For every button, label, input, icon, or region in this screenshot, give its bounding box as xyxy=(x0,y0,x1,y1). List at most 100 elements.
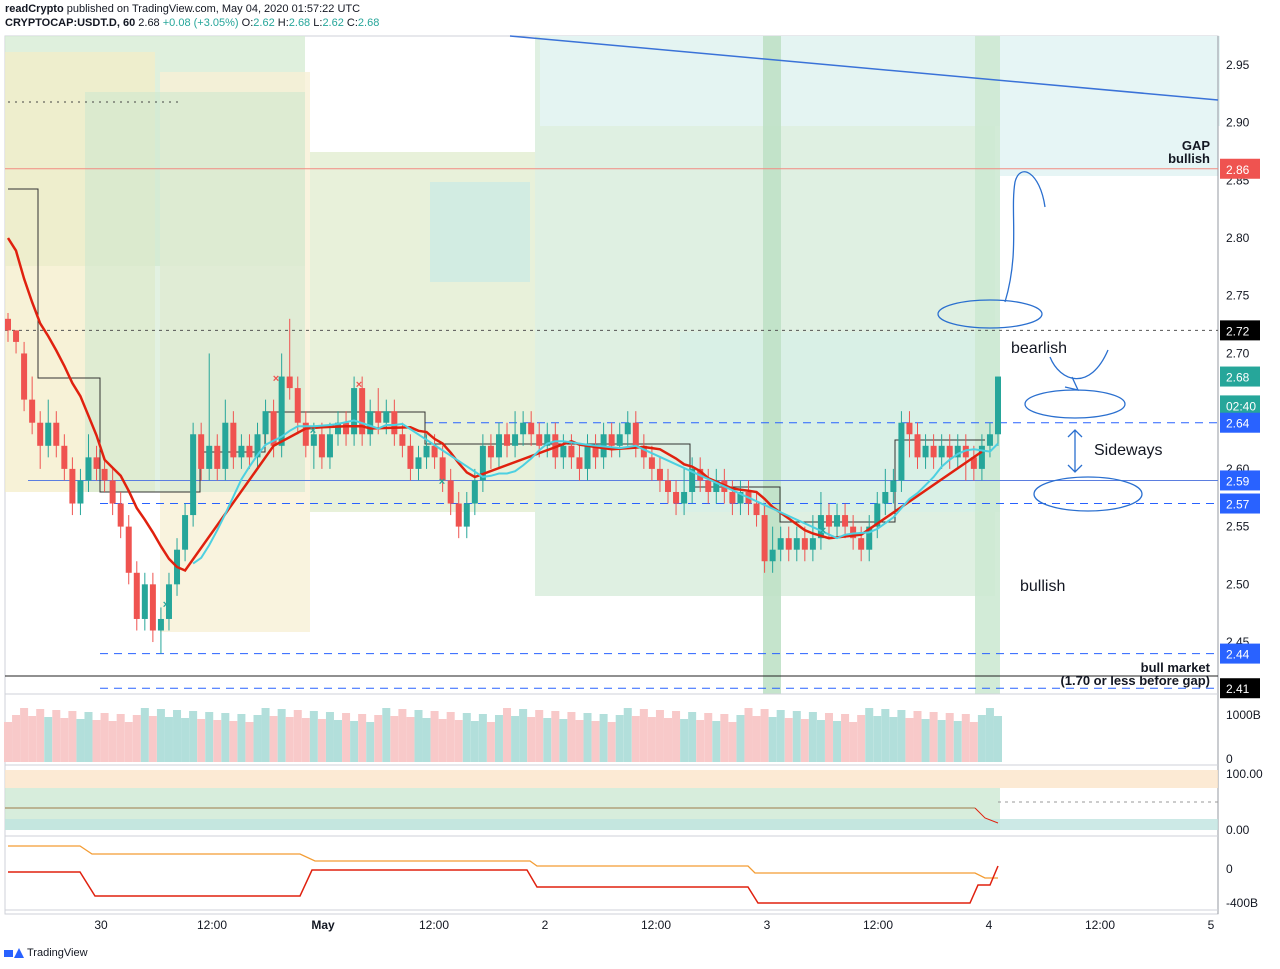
gap-annotation: GAP xyxy=(1182,138,1211,153)
volume-bar xyxy=(173,710,182,762)
volume-bar xyxy=(277,709,286,762)
candle-body xyxy=(536,434,543,446)
symbol-info: CRYPTOCAP:USDT.D, 60 2.68 +0.08 (+3.05%)… xyxy=(5,17,379,29)
volume-bar xyxy=(575,720,584,762)
volume-bar xyxy=(44,717,53,762)
volume-bar xyxy=(599,714,608,762)
candle-body xyxy=(648,457,655,469)
symbol-name: CRYPTOCAP:USDT.D, 60 xyxy=(5,17,136,29)
overbought-zone xyxy=(5,770,1218,788)
candle-body xyxy=(882,491,889,504)
volume-bar xyxy=(639,709,648,762)
candle-body xyxy=(560,445,567,458)
candle-body xyxy=(930,445,937,458)
candle-body xyxy=(801,538,808,550)
volume-bar xyxy=(156,709,165,762)
candle-body xyxy=(656,468,663,481)
price-tick-label: 2.95 xyxy=(1226,58,1250,72)
volume-bar xyxy=(712,721,721,762)
volume-bar xyxy=(60,718,69,762)
volume-bar xyxy=(720,714,729,762)
candle-body xyxy=(222,422,229,469)
volume-bar xyxy=(559,719,568,762)
volume-bar xyxy=(889,717,898,762)
candle-body xyxy=(769,549,776,562)
volume-bar xyxy=(913,711,922,762)
volume-bar xyxy=(350,721,359,762)
candle-body xyxy=(77,480,84,504)
candle-body xyxy=(785,538,792,550)
price-badge xyxy=(1220,320,1260,341)
candle-body xyxy=(367,411,374,435)
volume-bar xyxy=(945,713,954,762)
volume-bar xyxy=(486,722,495,762)
candle-body xyxy=(986,434,993,446)
candle-body xyxy=(246,445,253,458)
volume-bar xyxy=(132,715,141,762)
candle-body xyxy=(93,457,100,469)
pen-up-arrow xyxy=(1004,171,1046,303)
price-badge xyxy=(1220,366,1260,387)
volume-bar xyxy=(672,711,681,762)
volume-bar xyxy=(76,719,85,762)
volume-bar xyxy=(784,718,793,762)
candle-body xyxy=(423,445,430,458)
time-tick-label: 12:00 xyxy=(197,918,227,932)
volume-bar xyxy=(977,715,986,762)
volume-bar xyxy=(680,719,689,762)
oscillator-tick-label: 100.00 xyxy=(1226,767,1263,781)
candle-body xyxy=(504,434,511,446)
candle-body xyxy=(270,411,277,446)
pen-sideways-arrow xyxy=(1067,429,1083,473)
step-line xyxy=(8,188,985,523)
volume-bar xyxy=(647,717,656,762)
volume-bar xyxy=(293,710,302,762)
volume-bar xyxy=(969,722,978,762)
open-label: O: xyxy=(241,17,254,29)
volume-bar xyxy=(221,713,230,762)
volume-bar xyxy=(865,708,874,762)
candle-body xyxy=(898,422,905,481)
candle-body xyxy=(141,584,148,619)
volume-bar xyxy=(897,710,906,762)
signal-marker: × xyxy=(439,476,445,488)
volume-bar xyxy=(261,708,270,762)
trading-chart[interactable]: 2.952.902.852.802.752.702.652.602.552.50… xyxy=(0,32,1280,944)
price-badge xyxy=(1220,395,1260,416)
oscillator-line xyxy=(974,807,999,824)
volume-bar xyxy=(454,720,463,762)
volume-bar xyxy=(148,716,157,762)
price-badge-label: 2.86 xyxy=(1226,163,1250,177)
price-tick-label: 2.80 xyxy=(1226,231,1250,245)
volume-bar xyxy=(181,718,190,762)
descending-trendline xyxy=(509,35,1219,101)
volume-bar xyxy=(728,722,737,762)
price-tick-label: 2.50 xyxy=(1226,577,1250,591)
price-badge xyxy=(1220,470,1260,491)
publish-info: readCrypto published on TradingView.com,… xyxy=(5,3,360,15)
volume-bar xyxy=(921,719,930,762)
candle-body xyxy=(198,434,205,469)
candle-body xyxy=(946,445,953,458)
candle-body xyxy=(834,515,841,527)
volume-bar xyxy=(229,721,238,762)
moving-average-line xyxy=(192,419,999,565)
candle-body xyxy=(463,503,470,527)
volume-bar xyxy=(760,709,769,762)
gap-bullish-annotation: bullish xyxy=(1168,151,1210,166)
candle-body xyxy=(101,468,108,481)
candle-body xyxy=(238,445,245,458)
volume-bar xyxy=(20,708,29,762)
volume-bar xyxy=(615,715,624,762)
volume-bar xyxy=(744,708,753,762)
pen-down-arrow xyxy=(1049,349,1109,391)
volume-bar xyxy=(28,716,37,762)
volume-bar xyxy=(543,718,552,762)
volume-bar xyxy=(414,710,423,762)
volume-bar xyxy=(985,708,994,762)
volume-bar xyxy=(478,714,487,762)
volume-bar xyxy=(567,712,576,762)
bullish-annotation: bullish xyxy=(1020,578,1065,595)
candle-body xyxy=(584,445,591,469)
candle-body xyxy=(343,422,350,435)
